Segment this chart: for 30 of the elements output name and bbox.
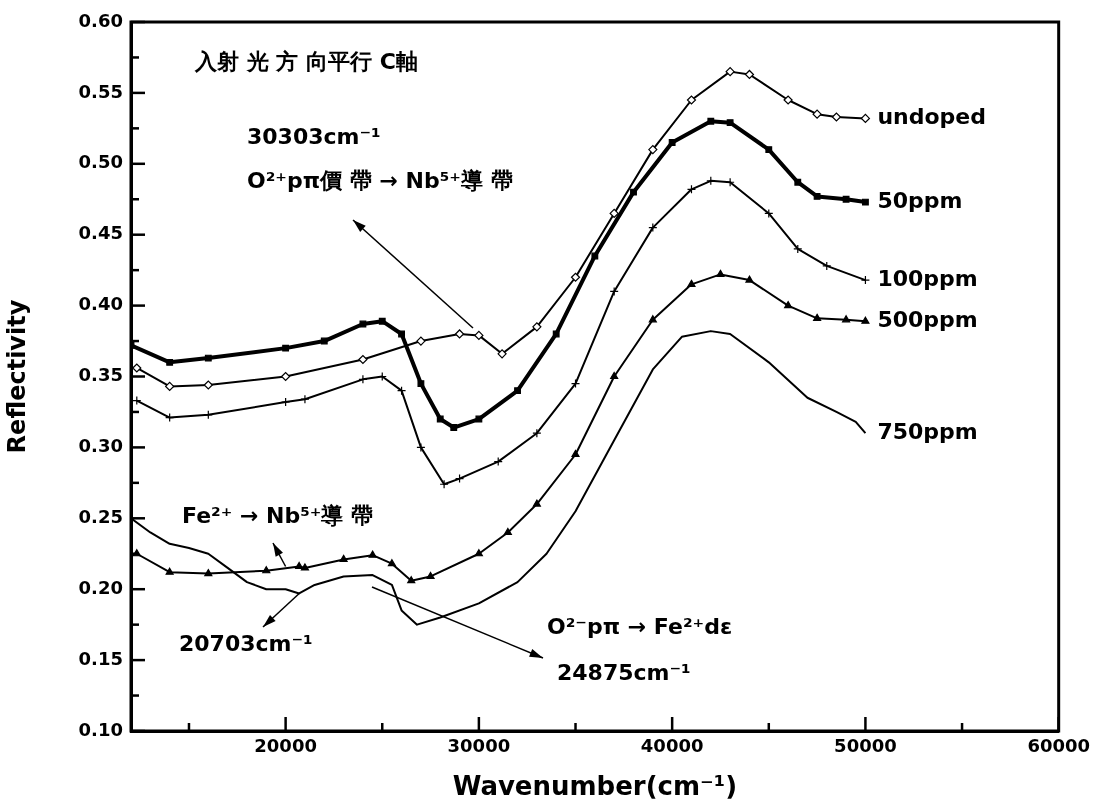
y-tick-label: 0.50 <box>78 151 123 173</box>
y-tick-label: 0.25 <box>78 505 123 527</box>
y-tick-label: 0.35 <box>78 364 123 386</box>
annotation: 20703cm⁻¹ <box>179 630 313 656</box>
x-tick-label: 20000 <box>254 735 317 757</box>
x-tick-label: 60000 <box>1027 735 1090 757</box>
annotation: 入射 光 方 向平行 C軸 <box>194 48 418 74</box>
x-tick-label: 40000 <box>640 735 704 757</box>
y-axis-title: Reflectivity <box>2 299 31 454</box>
y-tick-label: 0.40 <box>78 293 123 315</box>
x-tick-label: 30000 <box>447 735 511 757</box>
y-tick-label: 0.55 <box>78 80 123 102</box>
series-label: 750ppm <box>877 418 978 444</box>
series-label: 50ppm <box>877 187 963 213</box>
y-tick-label: 0.20 <box>78 576 123 598</box>
series-label: 500ppm <box>877 306 978 332</box>
series-label: 100ppm <box>877 265 978 291</box>
y-tick-label: 0.30 <box>78 435 123 457</box>
annotation: Fe²⁺ → Nb⁵⁺導 帶 <box>182 502 374 528</box>
annotation: O²⁻pπ → Fe²⁺dε <box>547 613 733 639</box>
annotation: 24875cm⁻¹ <box>557 659 691 685</box>
annotation: 30303cm⁻¹ <box>247 123 381 149</box>
x-axis-title: Wavenumber(cm⁻¹) <box>452 771 738 802</box>
y-tick-label: 0.15 <box>78 647 123 669</box>
x-tick-label: 50000 <box>834 735 897 757</box>
series-label: undoped <box>877 104 987 130</box>
y-tick-label: 0.45 <box>78 222 123 244</box>
y-tick-label: 0.60 <box>78 9 123 31</box>
annotation: O²⁺pπ價 帶 → Nb⁵⁺導 帶 <box>247 167 513 193</box>
y-tick-label: 0.10 <box>78 718 123 740</box>
